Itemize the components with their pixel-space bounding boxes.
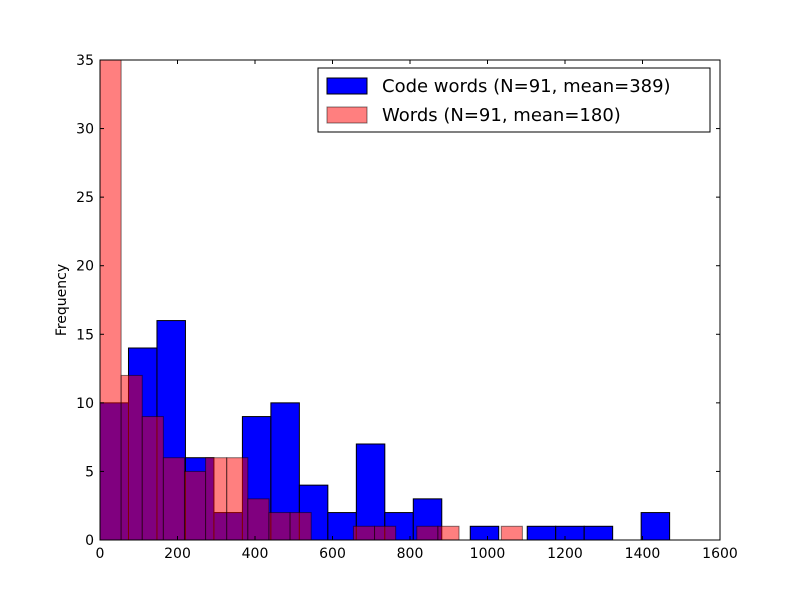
bar-series-2-bin-5 (183, 470, 207, 541)
y-tick-label: 20 (76, 259, 94, 275)
x-tick-label: 1200 (547, 546, 583, 562)
bar-series-2-bin-3 (141, 416, 164, 541)
legend-swatch-2 (326, 106, 368, 124)
bar-series-1-bin-16 (526, 525, 557, 541)
y-tick-label: 25 (76, 190, 94, 206)
bar-series-2-bin-13 (352, 525, 376, 541)
x-tick-label: 200 (164, 546, 191, 562)
y-tick-label: 35 (76, 53, 94, 69)
legend-label-1: Code words (N=91, mean=389) (382, 76, 671, 97)
legend: Code words (N=91, mean=389) Words (N=91, … (317, 67, 711, 133)
bar-series-1-bin-18 (583, 525, 614, 541)
bar-series-1-bin-20 (640, 512, 671, 541)
y-tick-label: 10 (76, 396, 94, 412)
y-tick-label: 0 (85, 533, 94, 549)
y-tick-label: 5 (85, 464, 94, 480)
bars-layer (99, 59, 671, 541)
bar-series-2-bin-20 (500, 525, 523, 541)
x-tick-label: 1400 (625, 546, 661, 562)
bar-series-2-bin-1 (99, 59, 122, 541)
bar-series-2-bin-6 (205, 457, 228, 541)
bar-series-2-bin-2 (120, 374, 143, 541)
x-tick-label: 1000 (470, 546, 506, 562)
x-tick-label: 1600 (702, 546, 738, 562)
bar-series-1-bin-9 (327, 512, 357, 541)
x-tick-label: 600 (319, 546, 346, 562)
bar-series-2-bin-17 (437, 525, 460, 541)
bar-series-1-bin-17 (555, 525, 585, 541)
bar-series-2-bin-8 (247, 498, 270, 541)
bar-series-1-bin-14 (469, 525, 500, 541)
legend-label-2: Words (N=91, mean=180) (382, 105, 621, 126)
legend-box (317, 67, 711, 133)
bar-series-2-bin-16 (416, 525, 439, 541)
bar-series-1-bin-10 (355, 443, 386, 541)
y-tick-label: 15 (76, 327, 94, 343)
bar-series-2-bin-14 (374, 525, 397, 541)
bar-series-2-bin-4 (162, 457, 185, 541)
x-tick-label: 400 (242, 546, 269, 562)
legend-swatch-1 (326, 77, 368, 95)
bar-series-2-bin-7 (226, 457, 249, 541)
y-axis-label: Frequency (54, 264, 70, 336)
x-tick-label: 0 (96, 546, 105, 562)
x-tick-label: 800 (397, 546, 424, 562)
ticks-layer: 0 200 400 600 800 1000 1200 1400 1600 0 5 10 15 20 25 3… (76, 53, 738, 562)
bar-series-2-bin-10 (289, 512, 312, 541)
y-tick-label: 30 (76, 122, 94, 138)
bar-series-2-bin-9 (268, 512, 291, 541)
